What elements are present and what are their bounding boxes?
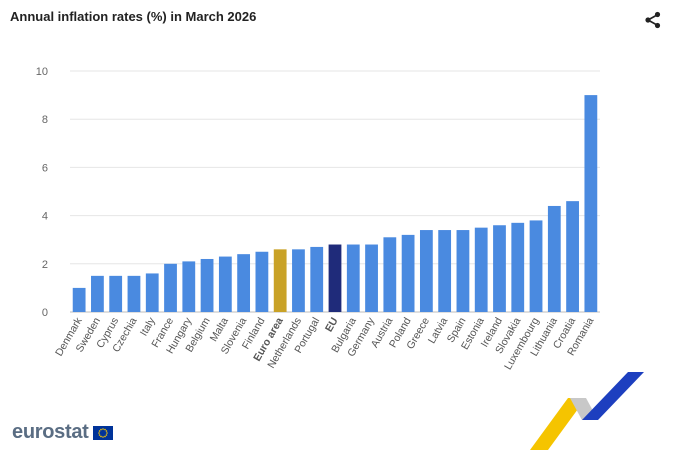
- bar-netherlands[interactable]: [292, 249, 305, 312]
- bar-bulgaria[interactable]: [346, 244, 360, 312]
- eurostat-logo: eurostat: [12, 421, 113, 444]
- y-tick-label: 8: [42, 114, 48, 126]
- bar-greece[interactable]: [419, 230, 433, 312]
- share-icon[interactable]: [644, 11, 662, 29]
- bar-romania[interactable]: [584, 95, 598, 312]
- bar-denmark[interactable]: [72, 287, 86, 312]
- y-tick-label: 10: [36, 66, 48, 78]
- bar-france[interactable]: [164, 263, 177, 312]
- bar-euro-area[interactable]: [273, 249, 287, 312]
- eu-flag-icon: [92, 425, 113, 440]
- logo-text: eurostat: [12, 421, 89, 443]
- bar-sweden[interactable]: [91, 275, 104, 312]
- bar-belgium[interactable]: [200, 258, 214, 312]
- bar-ireland[interactable]: [493, 225, 506, 312]
- bar-hungary[interactable]: [182, 261, 196, 312]
- bar-slovenia[interactable]: [237, 254, 251, 312]
- bar-malta[interactable]: [218, 256, 232, 312]
- y-tick-label: 2: [42, 259, 48, 271]
- bar-cyprus[interactable]: [109, 275, 123, 312]
- bar-italy[interactable]: [145, 273, 159, 312]
- bar-latvia[interactable]: [438, 230, 452, 312]
- bar-lithuania[interactable]: [547, 205, 561, 312]
- bar-chart: 0246810DenmarkSwedenCyprusCzechiaItalyFr…: [36, 66, 600, 372]
- x-tick-label: Latvia: [426, 315, 450, 345]
- bar-germany[interactable]: [365, 244, 378, 312]
- y-tick-label: 6: [42, 162, 48, 174]
- y-tick-label: 4: [42, 211, 48, 223]
- y-tick-label: 0: [42, 307, 48, 319]
- bar-croatia[interactable]: [566, 201, 579, 312]
- bar-estonia[interactable]: [474, 227, 488, 312]
- bar-poland[interactable]: [401, 234, 415, 312]
- x-tick-label: EU: [323, 316, 341, 335]
- bar-austria[interactable]: [383, 237, 397, 312]
- bar-finland[interactable]: [255, 251, 269, 312]
- bar-eu[interactable]: [328, 244, 342, 312]
- bar-luxembourg[interactable]: [529, 220, 543, 312]
- bar-portugal[interactable]: [310, 246, 324, 312]
- chart-title: Annual inflation rates (%) in March 2026: [10, 9, 257, 24]
- bar-czechia[interactable]: [127, 275, 141, 312]
- bar-spain[interactable]: [456, 230, 470, 312]
- bar-slovakia[interactable]: [511, 222, 525, 312]
- decorative-chevron-graphic: [530, 372, 644, 450]
